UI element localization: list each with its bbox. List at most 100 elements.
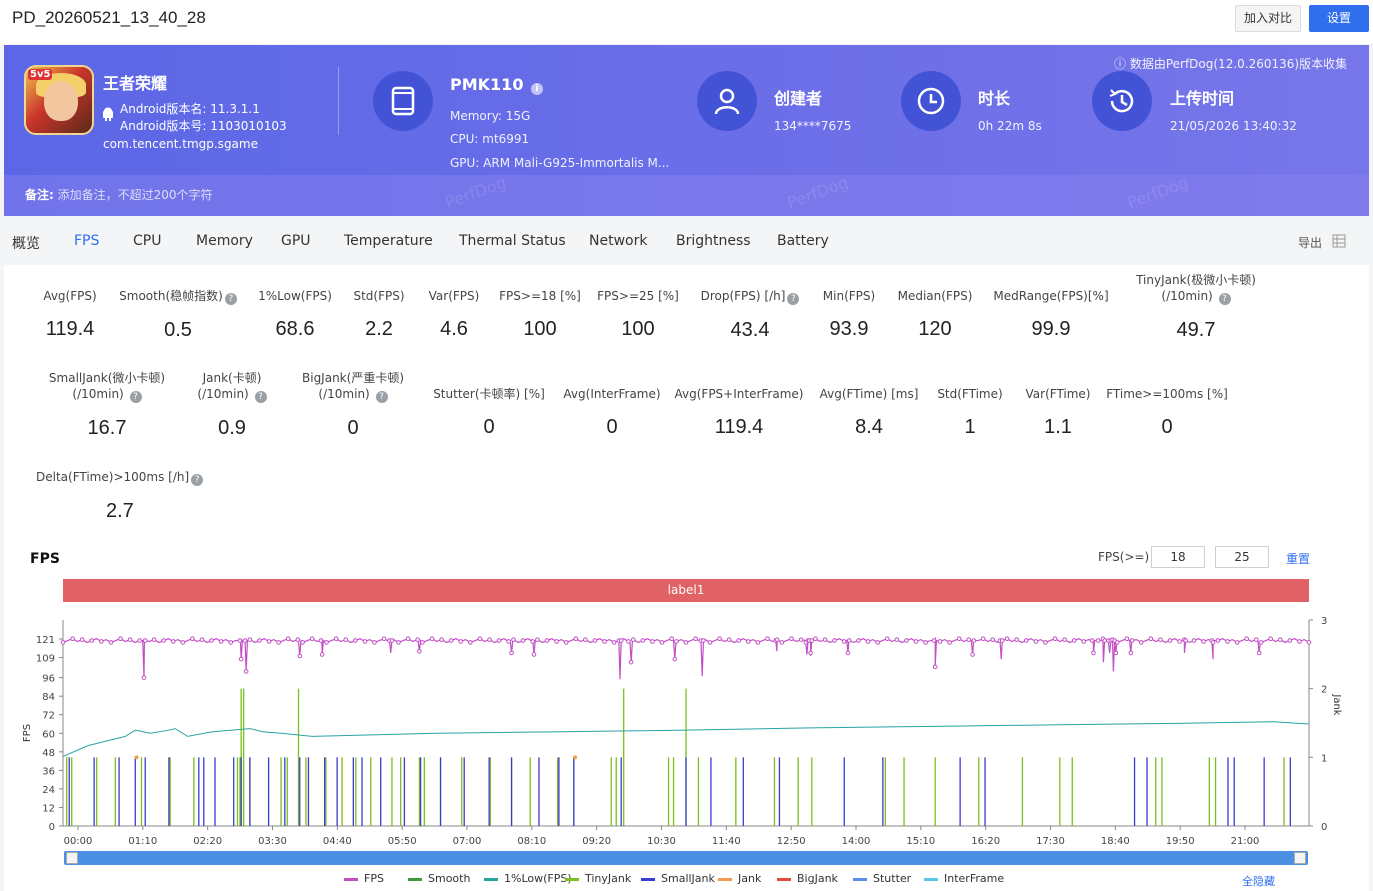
- legend-item-smalljank[interactable]: SmallJank: [641, 872, 715, 885]
- export-button[interactable]: 导出: [1298, 236, 1323, 250]
- android-version-code: Android版本号: 1103010103: [120, 119, 287, 133]
- slider-handle-left[interactable]: [66, 852, 78, 864]
- x-tick-label: 04:40: [323, 836, 352, 847]
- metric-tinyjank: TinyJank(极微小卡顿) (/10min) ? 49.7: [1118, 272, 1274, 342]
- time-range-slider[interactable]: [64, 851, 1308, 865]
- fps-point: [309, 636, 315, 641]
- tab-brightness[interactable]: Brightness: [676, 233, 751, 249]
- fps-point: [448, 638, 454, 643]
- fps-point: [1033, 639, 1039, 644]
- fps-threshold-input-1[interactable]: 18: [1151, 546, 1205, 568]
- fps-point: [884, 636, 890, 641]
- help-icon[interactable]: ?: [254, 391, 267, 403]
- metric-label: Median(FPS): [897, 289, 973, 303]
- fps-point: [808, 650, 813, 656]
- remark-bar[interactable]: 备注: 添加备注，不超过200个字符: [4, 175, 1369, 216]
- hide-all-button[interactable]: 全隐藏: [1242, 875, 1275, 888]
- metric-drop-fps: Drop(FPS) [/h]? 43.4: [690, 288, 810, 342]
- fps-point: [170, 639, 176, 644]
- tab-bar: 概览 FPS CPU Memory GPU Temperature Therma…: [0, 220, 1373, 264]
- legend-item-smooth[interactable]: Smooth: [408, 872, 470, 885]
- fps-threshold-input-2[interactable]: 25: [1215, 546, 1269, 568]
- tab-gpu[interactable]: GPU: [281, 233, 311, 249]
- metric-value: 1: [964, 416, 976, 438]
- metric-smooth: Smooth(稳帧指数)? 0.5: [116, 288, 240, 342]
- legend-item-stutter[interactable]: Stutter: [853, 872, 911, 885]
- fps-point: [180, 640, 186, 645]
- fps-point: [947, 640, 952, 645]
- fps-point: [1177, 639, 1182, 644]
- fps-point: [276, 640, 281, 645]
- metric-avg-fps-interframe: Avg(FPS+InterFrame) 119.4: [668, 386, 810, 439]
- tab-cpu[interactable]: CPU: [133, 233, 162, 249]
- y2-tick-label: 2: [1321, 685, 1327, 696]
- export-table-icon[interactable]: [1332, 234, 1346, 248]
- fps-point: [544, 638, 550, 643]
- fps-point: [626, 639, 631, 644]
- fps-point: [970, 652, 975, 657]
- fps-point: [108, 640, 114, 645]
- tab-battery[interactable]: Battery: [777, 233, 829, 249]
- y2-axis-label: Jank: [1331, 693, 1342, 715]
- help-icon[interactable]: ?: [375, 391, 388, 403]
- fps-point: [319, 652, 325, 657]
- settings-button[interactable]: 设置: [1309, 5, 1369, 32]
- fps-point: [1023, 638, 1029, 643]
- metric-median-fps: Median(FPS) 120: [890, 288, 980, 341]
- duration-value: 0h 22m 8s: [978, 119, 1042, 133]
- fps-point: [218, 639, 224, 644]
- fps-point: [285, 636, 291, 641]
- help-icon[interactable]: ?: [787, 293, 800, 305]
- add-compare-button[interactable]: 加入对比: [1235, 5, 1301, 32]
- metric-value: 99.9: [1031, 318, 1071, 340]
- tab-network[interactable]: Network: [589, 233, 648, 249]
- fps-point: [755, 640, 761, 645]
- tab-memory[interactable]: Memory: [196, 233, 253, 249]
- fps-point: [1268, 636, 1273, 641]
- fps-point: [237, 638, 243, 643]
- help-icon[interactable]: ?: [129, 391, 142, 403]
- slider-handle-right[interactable]: [1294, 852, 1306, 864]
- legend-item-tinyjank[interactable]: TinyJank: [565, 872, 631, 885]
- fps-threshold-label: FPS(>=): [1098, 550, 1150, 564]
- tab-overview[interactable]: 概览: [12, 236, 40, 252]
- x-tick-label: 15:10: [906, 836, 935, 847]
- fps-point: [1210, 640, 1216, 645]
- metric-avg-fps: Avg(FPS) 119.4: [30, 288, 110, 341]
- clock-icon: [901, 71, 961, 131]
- metric-fps-ge-18: FPS>=18 [%] 100: [496, 288, 584, 341]
- tab-thermal-status[interactable]: Thermal Status: [459, 233, 566, 249]
- fps-point: [1128, 650, 1134, 656]
- reset-button[interactable]: 重置: [1286, 552, 1311, 566]
- legend-item-bigjank[interactable]: BigJank: [777, 872, 838, 885]
- fps-point: [1113, 650, 1119, 656]
- fps-point: [343, 637, 349, 642]
- metric-label: Avg(FPS): [43, 289, 97, 303]
- info-icon[interactable]: i: [531, 83, 544, 95]
- info-circle-icon: ⓘ: [1114, 57, 1130, 71]
- remark-placeholder[interactable]: 添加备注，不超过200个字符: [57, 188, 213, 202]
- game-icon: 5v5: [24, 65, 94, 135]
- fps-point: [530, 639, 535, 644]
- help-icon[interactable]: ?: [1218, 293, 1231, 305]
- metric-value: 0.5: [164, 319, 192, 341]
- metric-1-low-fps: 1%Low(FPS) 68.6: [250, 288, 340, 341]
- y-tick-label: 24: [42, 785, 55, 796]
- legend-item-1-low-fps-[interactable]: 1%Low(FPS): [484, 872, 572, 885]
- help-icon[interactable]: ?: [224, 293, 237, 305]
- help-icon[interactable]: ?: [191, 474, 204, 486]
- legend-item-fps[interactable]: FPS: [344, 872, 384, 885]
- x-tick-label: 12:50: [777, 836, 806, 847]
- fps-point: [640, 638, 646, 643]
- fps-point: [971, 638, 977, 643]
- label-bar[interactable]: label1: [63, 579, 1309, 602]
- tab-fps[interactable]: FPS: [74, 233, 100, 249]
- fps-point: [1287, 638, 1293, 643]
- device-model: PMK110 i: [450, 75, 544, 95]
- tab-temperature[interactable]: Temperature: [344, 233, 433, 249]
- legend-item-interframe[interactable]: InterFrame: [924, 872, 1004, 885]
- fps-point: [841, 639, 847, 644]
- fps-point: [238, 656, 244, 662]
- legend-item-jank[interactable]: Jank: [718, 872, 761, 885]
